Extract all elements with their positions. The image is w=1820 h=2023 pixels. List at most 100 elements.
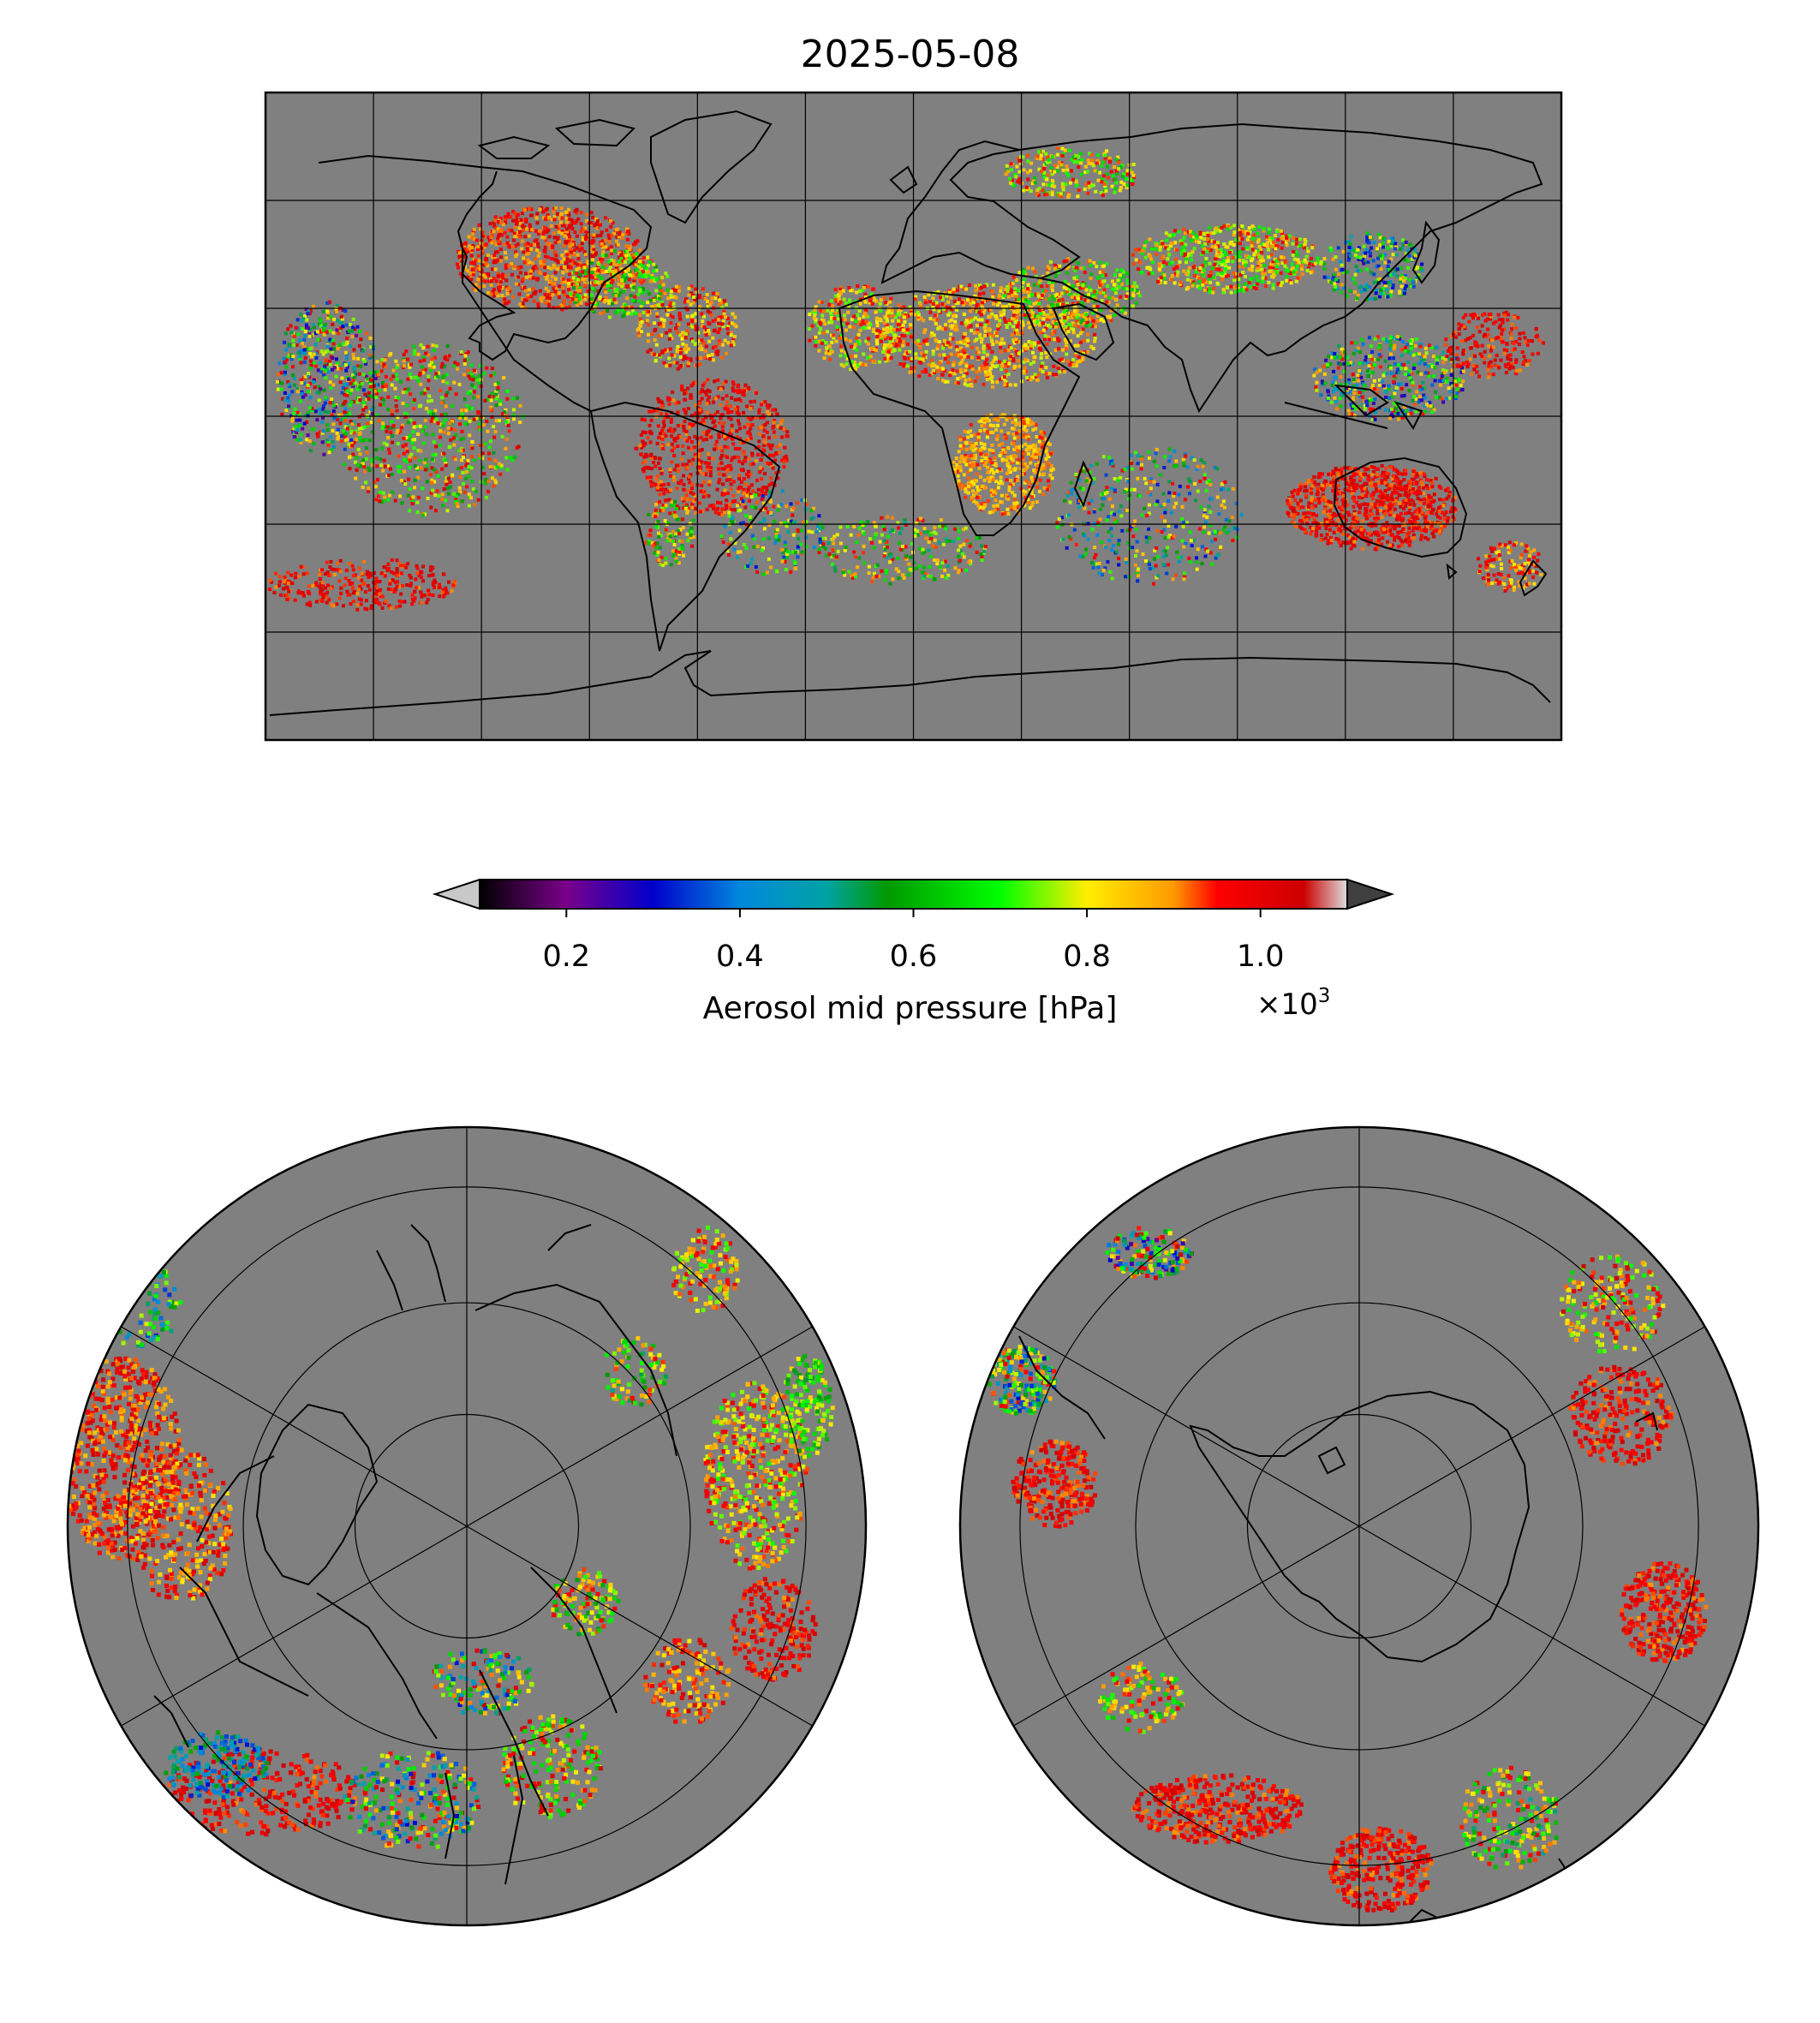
aerosol-pixel — [731, 386, 735, 391]
aerosol-pixel — [656, 397, 660, 401]
aerosol-pixel — [554, 206, 558, 210]
aerosol-pixel — [597, 269, 601, 273]
aerosol-pixel — [585, 218, 589, 223]
aerosol-pixel — [829, 311, 833, 315]
aerosol-pixel — [1065, 271, 1069, 275]
aerosol-pixel — [1269, 244, 1274, 248]
aerosol-pixel — [722, 312, 726, 316]
aerosol-pixel — [728, 504, 731, 509]
aerosol-pixel — [700, 460, 704, 464]
aerosol-pixel — [675, 517, 679, 522]
aerosol-pixel — [1027, 313, 1031, 318]
aerosol-pixel — [719, 387, 723, 391]
aerosol-pixel — [948, 324, 952, 328]
aerosol-pixel — [633, 299, 637, 303]
aerosol-pixel — [558, 216, 562, 220]
aerosol-pixel — [977, 496, 982, 499]
aerosol-pixel — [677, 552, 682, 556]
aerosol-pixel — [1089, 276, 1093, 280]
aerosol-pixel — [829, 313, 833, 318]
aerosol-pixel — [1162, 244, 1167, 248]
aerosol-pixel — [733, 334, 737, 338]
aerosol-pixel — [599, 233, 603, 237]
aerosol-pixel — [1045, 487, 1049, 492]
aerosol-pixel — [521, 277, 525, 281]
aerosol-pixel — [1032, 360, 1035, 364]
aerosol-pixel — [699, 510, 702, 514]
aerosol-pixel — [1283, 264, 1287, 268]
aerosol-pixel — [763, 440, 767, 445]
aerosol-pixel — [671, 504, 676, 507]
aerosol-pixel — [1005, 289, 1010, 294]
aerosol-pixel — [504, 278, 509, 283]
aerosol-pixel — [717, 315, 721, 319]
aerosol-pixel — [1045, 447, 1049, 451]
aerosol-pixel — [1064, 344, 1068, 349]
aerosol-pixel — [644, 274, 648, 278]
aerosol-pixel — [724, 315, 727, 319]
aerosol-pixel — [1267, 248, 1271, 252]
aerosol-pixel — [981, 506, 985, 510]
aerosol-pixel — [1202, 264, 1207, 268]
aerosol-pixel — [1291, 272, 1295, 276]
aerosol-pixel — [706, 398, 710, 403]
aerosol-pixel — [516, 242, 520, 247]
aerosol-pixel — [618, 230, 622, 235]
aerosol-pixel — [1114, 298, 1119, 301]
aerosol-pixel — [648, 528, 653, 533]
aerosol-pixel — [952, 300, 957, 303]
aerosol-pixel — [727, 415, 731, 420]
aerosol-pixel — [742, 393, 746, 397]
aerosol-pixel — [653, 551, 657, 555]
aerosol-pixel — [681, 331, 685, 335]
aerosol-pixel — [677, 289, 681, 293]
aerosol-pixel — [955, 369, 959, 373]
aerosol-pixel — [689, 526, 694, 530]
aerosol-pixel — [1223, 250, 1227, 254]
aerosol-pixel — [603, 216, 607, 220]
aerosol-pixel — [892, 349, 897, 353]
aerosol-pixel — [730, 396, 734, 400]
aerosol-pixel — [1007, 488, 1011, 492]
aerosol-pixel — [821, 319, 826, 323]
aerosol-pixel — [958, 482, 963, 486]
aerosol-pixel — [681, 497, 684, 501]
aerosol-pixel — [1197, 240, 1202, 244]
aerosol-pixel — [1029, 346, 1033, 349]
aerosol-pixel — [491, 254, 494, 259]
aerosol-pixel — [844, 328, 848, 332]
aerosol-pixel — [690, 339, 695, 343]
aerosol-pixel — [1062, 310, 1066, 314]
aerosol-pixel — [666, 521, 671, 525]
aerosol-pixel — [579, 222, 583, 226]
aerosol-pixel — [864, 339, 868, 343]
aerosol-pixel — [1037, 461, 1041, 465]
aerosol-pixel — [870, 347, 874, 350]
aerosol-pixel — [1016, 303, 1020, 307]
aerosol-pixel — [688, 522, 692, 526]
aerosol-pixel — [618, 260, 622, 264]
aerosol-pixel — [544, 238, 548, 242]
aerosol-pixel — [736, 405, 740, 409]
aerosol-pixel — [713, 506, 718, 510]
aerosol-pixel — [717, 322, 721, 325]
aerosol-pixel — [749, 427, 753, 431]
aerosol-pixel — [931, 361, 935, 366]
aerosol-pixel — [728, 321, 732, 325]
aerosol-pixel — [647, 292, 652, 296]
aerosol-pixel — [610, 269, 614, 273]
aerosol-pixel — [580, 247, 584, 251]
aerosol-pixel — [1214, 267, 1219, 271]
aerosol-pixel — [1210, 266, 1214, 271]
aerosol-pixel — [1037, 321, 1041, 325]
aerosol-pixel — [1275, 230, 1280, 234]
aerosol-pixel — [711, 457, 715, 461]
aerosol-pixel — [665, 313, 670, 317]
aerosol-pixel — [584, 235, 588, 239]
aerosol-pixel — [1137, 267, 1141, 272]
aerosol-pixel — [513, 212, 517, 216]
aerosol-pixel — [1037, 344, 1041, 349]
aerosol-pixel — [760, 403, 763, 407]
aerosol-pixel — [731, 312, 735, 316]
aerosol-pixel — [1065, 352, 1069, 356]
